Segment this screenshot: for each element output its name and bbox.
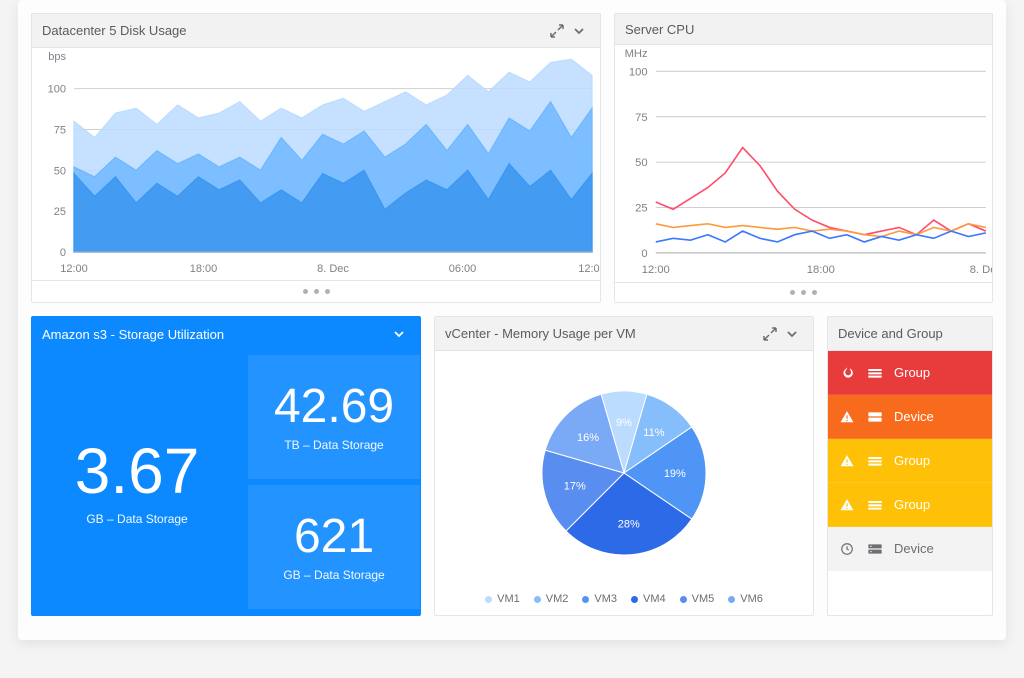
clock-icon [838,540,856,558]
legend-item[interactable]: VM4 [631,593,666,605]
disk-usage-chart: 0 25 50 75 100 bps 12:00 18:00 8. Dec 06:00 12:00 [32,48,600,280]
svg-text:28%: 28% [618,519,640,531]
svg-text:06:00: 06:00 [449,263,477,275]
svg-text:8. Dec: 8. Dec [970,265,992,277]
group-icon [866,496,884,514]
s3-tile-caption: TB – Data Storage [284,438,383,452]
device-group-row[interactable]: Device [828,527,992,571]
legend-item[interactable]: VM2 [534,593,569,605]
svg-text:12:00: 12:00 [578,263,600,275]
svg-text:16%: 16% [577,432,599,444]
panel-dots[interactable] [32,280,600,302]
svg-text:25: 25 [54,206,66,218]
s3-tile: 42.69 TB – Data Storage [248,355,420,479]
row-label: Group [894,365,930,380]
warn-icon [838,496,856,514]
chevron-down-icon[interactable] [568,20,590,42]
panel-title: Datacenter 5 Disk Usage [42,23,546,38]
device-icon [866,408,884,426]
svg-text:9%: 9% [616,417,632,429]
device-group-row[interactable]: Group [828,351,992,395]
chevron-down-icon[interactable] [781,323,803,345]
panel-title: Device and Group [838,326,982,341]
svg-text:MHz: MHz [625,49,648,61]
legend-item[interactable]: VM5 [680,593,715,605]
svg-text:50: 50 [635,157,647,169]
svg-text:0: 0 [641,248,647,260]
svg-text:50: 50 [54,165,66,177]
legend-item[interactable]: VM3 [582,593,617,605]
svg-text:17%: 17% [564,481,586,493]
expand-icon[interactable] [546,20,568,42]
device-group-panel: Device and Group Group Device Group Group De… [827,316,993,616]
s3-tile-caption: GB – Data Storage [86,512,187,526]
disk-usage-panel: Datacenter 5 Disk Usage 0 25 50 75 100 bps 12:… [31,13,601,303]
row-label: Device [894,541,934,556]
server-cpu-chart: 0 25 50 75 100 MHz 12:00 18:00 8. Dec [615,45,992,281]
device-group-row[interactable]: Group [828,483,992,527]
panel-title: Amazon s3 - Storage Utilization [42,327,388,342]
warn-icon [838,408,856,426]
s3-tile: 3.67 GB – Data Storage [32,355,242,609]
svg-text:18:00: 18:00 [190,263,218,275]
svg-text:bps: bps [48,51,66,63]
legend-item[interactable]: VM6 [728,593,763,605]
svg-text:75: 75 [635,112,647,124]
svg-text:8. Dec: 8. Dec [317,263,349,275]
svg-text:12:00: 12:00 [642,265,670,277]
vcenter-memory-panel: vCenter - Memory Usage per VM 9% 11% 19% 28… [434,316,814,616]
row-label: Group [894,453,930,468]
group-icon [866,452,884,470]
s3-tile: 621 GB – Data Storage [248,485,420,609]
server-cpu-panel: Server CPU 0 25 50 75 100 MHz 12:00 18:00 8. Dec [614,13,993,303]
device-group-row[interactable]: Device [828,395,992,439]
fire-icon [838,364,856,382]
device-group-row[interactable]: Group [828,439,992,483]
svg-text:12:00: 12:00 [60,263,88,275]
row-label: Device [894,409,934,424]
svg-text:0: 0 [60,247,66,259]
pie-legend: VM1 VM2 VM3 VM4 VM5 VM6 [435,587,813,615]
s3-tile-value: 621 [294,512,374,562]
svg-text:25: 25 [635,203,647,215]
svg-text:11%: 11% [643,427,664,439]
panel-title: vCenter - Memory Usage per VM [445,326,759,341]
expand-icon[interactable] [759,323,781,345]
s3-tile-value: 3.67 [75,438,200,505]
memory-pie-chart: 9% 11% 19% 28% 17% 16% [435,351,813,587]
svg-text:100: 100 [629,67,648,79]
row-label: Group [894,497,930,512]
s3-tile-caption: GB – Data Storage [283,568,384,582]
warn-icon [838,452,856,470]
legend-item[interactable]: VM1 [485,593,520,605]
dashboard: Datacenter 5 Disk Usage 0 25 50 75 100 bps 12:… [18,0,1006,640]
svg-text:75: 75 [54,125,66,137]
s3-tile-value: 42.69 [274,382,394,432]
s3-storage-panel: Amazon s3 - Storage Utilization 3.67 GB … [31,316,421,616]
svg-text:19%: 19% [664,468,686,480]
svg-text:18:00: 18:00 [807,265,835,277]
panel-title: Server CPU [625,22,982,37]
group-icon [866,364,884,382]
chevron-down-icon[interactable] [388,323,410,345]
device-icon [866,540,884,558]
svg-text:100: 100 [48,84,66,96]
panel-dots[interactable] [615,282,992,302]
